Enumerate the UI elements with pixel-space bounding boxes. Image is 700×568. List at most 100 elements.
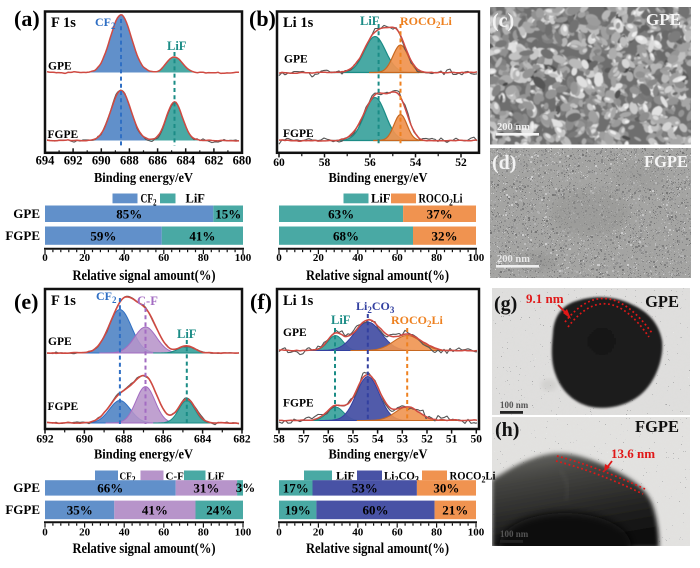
- svg-text:60: 60: [392, 252, 404, 264]
- svg-text:60: 60: [273, 157, 285, 169]
- svg-text:15%: 15%: [215, 206, 241, 221]
- svg-text:684: 684: [176, 154, 196, 168]
- svg-text:13.6 nm: 13.6 nm: [611, 446, 655, 461]
- svg-text:(c): (c): [492, 10, 514, 32]
- svg-text:FGPE: FGPE: [5, 228, 40, 243]
- svg-text:54: 54: [410, 157, 422, 169]
- svg-text:686: 686: [155, 434, 173, 446]
- svg-text:Relative signal amount(%): Relative signal amount(%): [306, 541, 449, 557]
- svg-text:690: 690: [76, 434, 94, 446]
- svg-text:32%: 32%: [432, 228, 458, 243]
- svg-text:FGPE: FGPE: [283, 398, 314, 410]
- svg-text:692: 692: [64, 154, 83, 168]
- svg-text:100 nm: 100 nm: [500, 400, 529, 410]
- svg-text:ROCO2Li: ROCO2Li: [419, 192, 463, 208]
- svg-text:GPE: GPE: [13, 206, 40, 221]
- svg-text:C-F: C-F: [166, 471, 185, 483]
- svg-text:80: 80: [198, 527, 210, 539]
- svg-text:9.1 nm: 9.1 nm: [526, 291, 564, 306]
- svg-text:684: 684: [194, 434, 212, 446]
- svg-text:35%: 35%: [67, 503, 93, 518]
- svg-text:100: 100: [235, 252, 252, 264]
- svg-text:80: 80: [431, 252, 443, 264]
- svg-text:680: 680: [233, 154, 252, 168]
- svg-text:19%: 19%: [285, 503, 311, 518]
- svg-text:LiF: LiF: [186, 192, 206, 206]
- svg-text:56: 56: [323, 434, 335, 446]
- svg-text:80: 80: [431, 527, 443, 539]
- svg-text:60: 60: [392, 527, 404, 539]
- svg-text:FGPE: FGPE: [635, 417, 679, 436]
- svg-text:GPE: GPE: [284, 54, 308, 66]
- svg-text:Li 1s: Li 1s: [283, 15, 314, 31]
- svg-text:(e): (e): [14, 289, 38, 314]
- svg-text:(d): (d): [492, 152, 516, 174]
- svg-text:80: 80: [198, 252, 210, 264]
- svg-text:60: 60: [158, 527, 170, 539]
- svg-text:FGPE: FGPE: [48, 129, 79, 141]
- svg-text:53%: 53%: [352, 481, 378, 496]
- svg-text:CF2: CF2: [96, 289, 117, 305]
- svg-text:85%: 85%: [116, 206, 142, 221]
- svg-text:FGPE: FGPE: [283, 128, 314, 140]
- svg-text:Li2CO3: Li2CO3: [356, 299, 395, 315]
- svg-text:40: 40: [352, 527, 364, 539]
- svg-text:LiF: LiF: [360, 14, 380, 28]
- svg-text:56: 56: [364, 157, 376, 169]
- svg-text:58: 58: [319, 157, 331, 169]
- svg-text:100: 100: [468, 527, 485, 539]
- svg-text:CF2: CF2: [141, 192, 157, 208]
- svg-text:3%: 3%: [236, 480, 256, 495]
- svg-text:FGPE: FGPE: [644, 152, 688, 171]
- svg-text:0: 0: [276, 527, 282, 539]
- svg-text:(b): (b): [249, 6, 276, 31]
- svg-text:690: 690: [92, 154, 111, 168]
- svg-text:20: 20: [313, 527, 325, 539]
- svg-text:37%: 37%: [427, 206, 453, 221]
- svg-text:40: 40: [352, 252, 364, 264]
- svg-text:688: 688: [120, 154, 139, 168]
- svg-text:53: 53: [397, 434, 409, 446]
- svg-text:24%: 24%: [206, 503, 232, 518]
- svg-text:55: 55: [347, 434, 359, 446]
- svg-text:F 1s: F 1s: [51, 293, 76, 309]
- svg-text:LiF: LiF: [208, 471, 225, 483]
- svg-text:LiF: LiF: [371, 192, 391, 206]
- svg-text:LiF: LiF: [336, 469, 355, 483]
- svg-text:ROCO2Li: ROCO2Li: [391, 313, 444, 329]
- svg-text:(a): (a): [14, 6, 40, 31]
- svg-text:31%: 31%: [193, 481, 219, 496]
- svg-text:Binding energy/eV: Binding energy/eV: [94, 447, 193, 462]
- svg-text:GPE: GPE: [48, 61, 72, 73]
- svg-text:21%: 21%: [442, 503, 468, 518]
- svg-text:682: 682: [233, 434, 251, 446]
- svg-text:17%: 17%: [283, 481, 309, 496]
- svg-text:100: 100: [235, 527, 252, 539]
- svg-text:Li 1s: Li 1s: [283, 293, 314, 309]
- svg-text:Relative signal amount(%): Relative signal amount(%): [306, 268, 449, 284]
- svg-text:LiF: LiF: [177, 327, 197, 341]
- svg-text:40: 40: [119, 252, 131, 264]
- svg-text:58: 58: [273, 434, 285, 446]
- svg-text:0: 0: [42, 252, 48, 264]
- svg-text:54: 54: [372, 434, 384, 446]
- svg-text:CF2: CF2: [95, 15, 116, 31]
- svg-text:Relative signal amount(%): Relative signal amount(%): [73, 541, 216, 557]
- svg-text:GPE: GPE: [13, 480, 40, 495]
- svg-text:30%: 30%: [433, 481, 459, 496]
- svg-text:F 1s: F 1s: [51, 15, 76, 31]
- svg-text:20: 20: [79, 252, 91, 264]
- svg-text:(h): (h): [495, 419, 519, 441]
- svg-text:60: 60: [158, 252, 170, 264]
- svg-text:20: 20: [313, 252, 325, 264]
- svg-text:200 nm: 200 nm: [497, 254, 530, 265]
- svg-text:FGPE: FGPE: [48, 401, 79, 413]
- svg-text:52: 52: [421, 434, 433, 446]
- svg-text:40: 40: [119, 527, 131, 539]
- svg-text:63%: 63%: [328, 206, 354, 221]
- svg-text:Binding energy/eV: Binding energy/eV: [94, 170, 193, 185]
- svg-text:20: 20: [79, 527, 91, 539]
- svg-text:688: 688: [115, 434, 133, 446]
- svg-text:686: 686: [148, 154, 167, 168]
- svg-text:68%: 68%: [333, 228, 359, 243]
